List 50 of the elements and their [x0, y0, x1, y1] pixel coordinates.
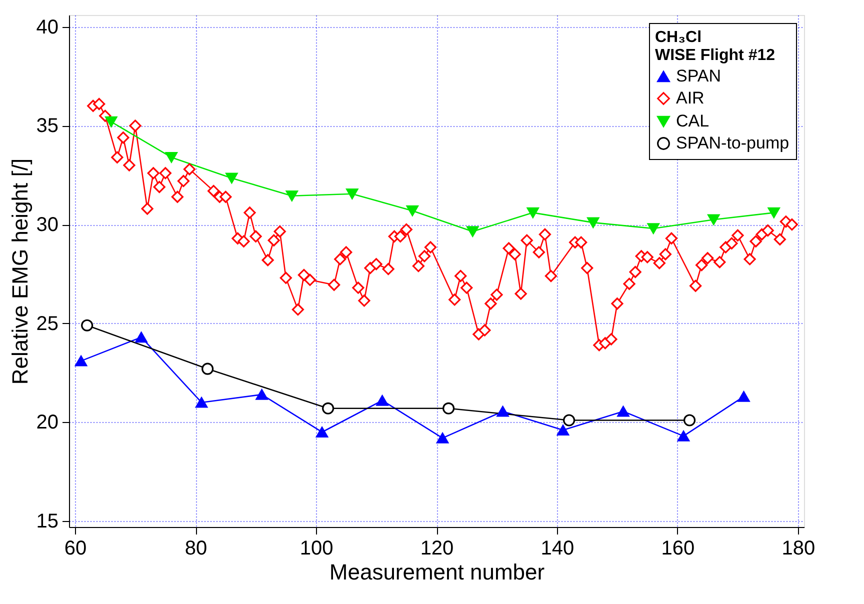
- point: [768, 207, 780, 218]
- legend-label: AIR: [676, 88, 704, 108]
- point: [316, 426, 328, 438]
- x-tick-label: 100: [300, 538, 334, 560]
- point: [738, 391, 750, 402]
- point: [105, 116, 118, 128]
- legend-label: SPAN: [676, 66, 722, 86]
- x-tick-label: 80: [184, 538, 208, 560]
- point: [256, 389, 268, 400]
- x-tick-label: 140: [540, 538, 574, 560]
- x-tick-label: 160: [661, 538, 695, 560]
- legend-label: SPAN-to-pump: [676, 134, 790, 152]
- point: [376, 395, 388, 406]
- y-tick-label: 25: [36, 312, 58, 335]
- point: [617, 406, 630, 417]
- point: [436, 432, 449, 444]
- point: [708, 214, 720, 225]
- point: [75, 356, 88, 366]
- point: [346, 188, 358, 200]
- point: [81, 319, 94, 332]
- point: [562, 414, 576, 426]
- y-tick-label: 30: [36, 214, 58, 236]
- point: [556, 424, 570, 436]
- point: [202, 362, 214, 375]
- point: [442, 402, 455, 414]
- point: [226, 172, 238, 184]
- y-tick-label: 15: [36, 510, 58, 533]
- point: [165, 152, 178, 163]
- y-axis-title: Relative EMG height [/]: [7, 158, 32, 385]
- legend-label: CAL: [676, 112, 710, 130]
- y-tick-label: 35: [36, 115, 58, 138]
- point: [683, 414, 696, 426]
- y-tick-label: 20: [36, 412, 58, 434]
- y-tick-label: 40: [36, 16, 58, 38]
- point: [496, 406, 509, 417]
- point: [526, 207, 539, 218]
- x-axis-title: Measurement number: [329, 560, 545, 584]
- point: [587, 217, 600, 228]
- x-tick-label: 60: [64, 538, 87, 560]
- point: [322, 402, 334, 414]
- x-tick-label: 120: [420, 538, 454, 560]
- point: [647, 223, 660, 234]
- point: [406, 205, 418, 216]
- legend-title: CH₃Cl WISE Flight #12: [655, 29, 776, 64]
- point: [135, 332, 148, 343]
- point: [466, 226, 479, 237]
- x-tick-label: 180: [782, 538, 816, 560]
- point: [195, 397, 208, 408]
- point: [286, 190, 298, 202]
- point: [677, 430, 690, 442]
